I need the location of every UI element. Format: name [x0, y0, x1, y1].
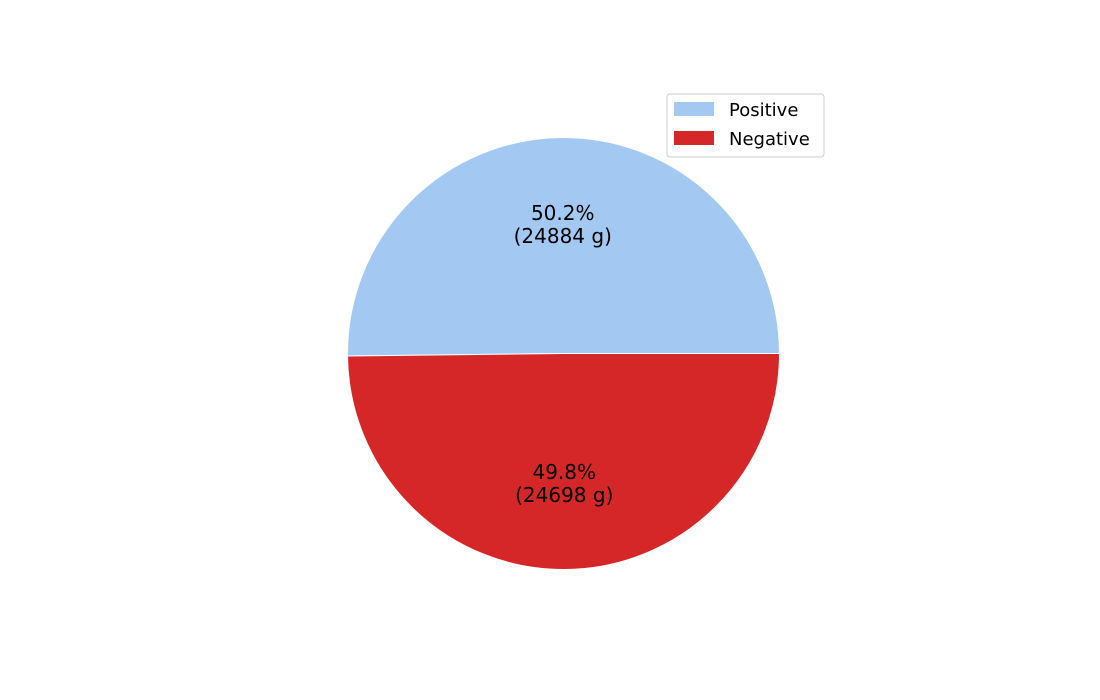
legend-label-negative: Negative	[729, 129, 810, 150]
slice-value-label-positive: (24884 g)	[514, 224, 612, 248]
slice-labels: 50.2%(24884 g) 49.8%(24698 g)	[514, 201, 614, 507]
legend-swatch-positive	[674, 102, 714, 116]
pie-slices	[347, 137, 781, 570]
legend: Positive Negative	[666, 93, 825, 158]
legend-label-positive: Positive	[729, 100, 798, 121]
pie-slice-negative	[347, 353, 781, 570]
pie-slice-positive	[347, 137, 781, 357]
legend-swatch-negative	[674, 131, 714, 145]
slice-value-label-negative: (24698 g)	[515, 483, 613, 507]
slice-percent-label-negative: 49.8%	[532, 460, 596, 484]
slice-percent-label-positive: 50.2%	[531, 201, 595, 225]
